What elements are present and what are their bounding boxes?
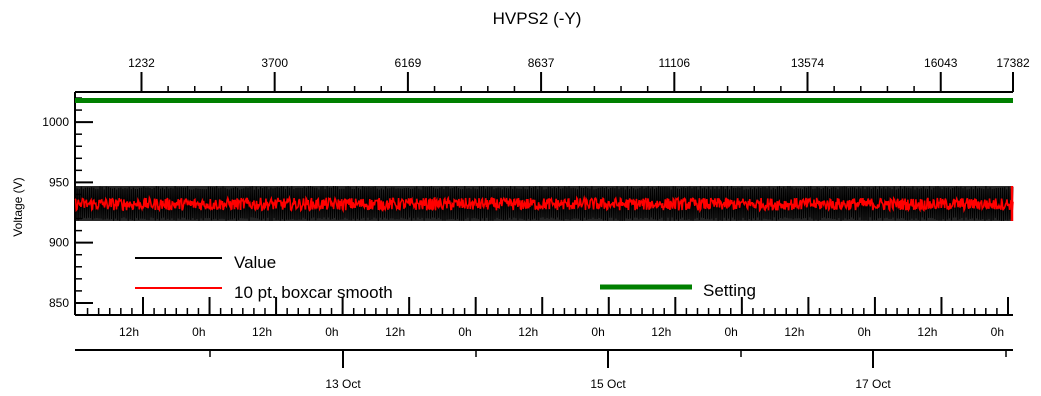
hour-tick-label: 0h bbox=[458, 325, 471, 339]
legend-value-label: Value bbox=[234, 253, 276, 272]
hour-tick-label: 12h bbox=[252, 325, 272, 339]
series-layer bbox=[74, 97, 1014, 222]
top-tick-label: 1232 bbox=[128, 56, 155, 70]
hour-tick-label: 12h bbox=[917, 325, 937, 339]
y-tick-label: 1000 bbox=[42, 115, 69, 129]
date-axis: 13 Oct 15 Oct 17 Oct bbox=[75, 349, 1013, 391]
hour-tick-label: 12h bbox=[119, 325, 139, 339]
top-tick-label: 8637 bbox=[528, 56, 555, 70]
date-tick-label: 17 Oct bbox=[855, 377, 891, 391]
hour-tick-label: 0h bbox=[591, 325, 604, 339]
hour-tick-label: 12h bbox=[651, 325, 671, 339]
date-tick-label: 15 Oct bbox=[590, 377, 626, 391]
hour-tick-label: 0h bbox=[192, 325, 205, 339]
hour-tick-label: 0h bbox=[991, 325, 1004, 339]
y-tick-label: 950 bbox=[49, 175, 69, 189]
chart-title: HVPS2 (-Y) bbox=[493, 9, 582, 28]
legend: Value 10 pt. boxcar smooth Setting bbox=[135, 253, 756, 302]
top-tick-label: 6169 bbox=[395, 56, 422, 70]
hour-tick-label: 0h bbox=[724, 325, 737, 339]
top-tick-label: 16043 bbox=[924, 56, 958, 70]
legend-smooth-label: 10 pt. boxcar smooth bbox=[234, 283, 393, 302]
top-tick-label: 3700 bbox=[261, 56, 288, 70]
legend-setting-label: Setting bbox=[703, 281, 756, 300]
top-tick-label: 17382 bbox=[996, 56, 1030, 70]
top-axis: 1232 3700 6169 8637 11106 13574 16043 17382 bbox=[75, 56, 1030, 93]
hour-tick-label: 12h bbox=[518, 325, 538, 339]
top-tick-label: 11106 bbox=[659, 56, 691, 70]
series-smooth-line bbox=[74, 194, 1014, 214]
top-tick-label: 13574 bbox=[791, 56, 825, 70]
y-axis-label: Voltage (V) bbox=[11, 177, 25, 236]
hour-axis: 12h 0h 12h 0h 12h 0h 12h 0h 12h 0h 12h 0h 12h 0h bbox=[86, 297, 1009, 339]
hour-tick-label: 12h bbox=[784, 325, 804, 339]
date-tick-label: 13 Oct bbox=[325, 377, 361, 391]
y-tick-label: 850 bbox=[49, 296, 69, 310]
hour-tick-label: 12h bbox=[385, 325, 405, 339]
y-tick-label: 900 bbox=[49, 236, 69, 250]
hour-tick-label: 0h bbox=[325, 325, 338, 339]
hour-tick-label: 0h bbox=[858, 325, 871, 339]
